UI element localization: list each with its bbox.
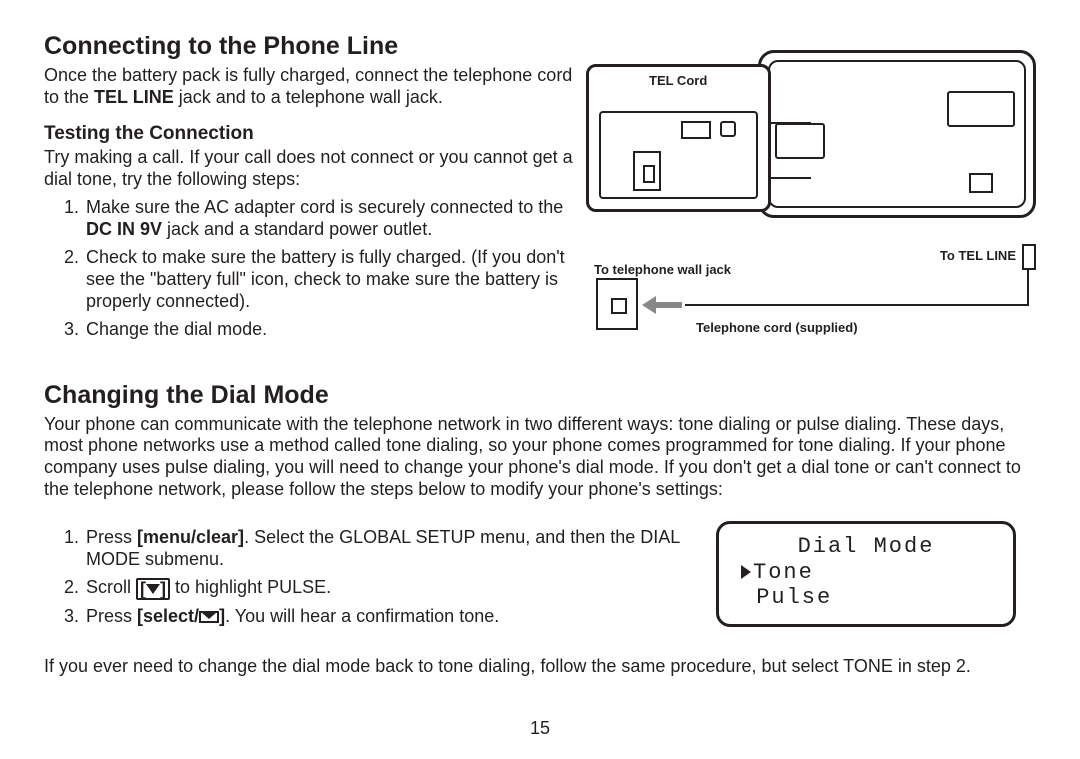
cord-segment-2 — [685, 304, 1029, 306]
lcd-display: Dial Mode Tone Pulse — [716, 521, 1016, 627]
callout-panel — [599, 111, 758, 199]
step1-bold: DC IN 9V — [86, 219, 162, 239]
cord-segment-1 — [1027, 270, 1029, 304]
dstep3-bold: [select/] — [137, 606, 225, 626]
dial-step-1: Press [menu/clear]. Select the GLOBAL SE… — [84, 527, 686, 571]
lcd-text-tone: Tone — [753, 560, 814, 585]
dial-mode-intro: Your phone can communicate with the tele… — [44, 414, 1036, 502]
dstep2-b: to highlight PULSE. — [170, 577, 331, 597]
tel-line-port-icon — [1022, 244, 1036, 270]
intro-paragraph: Once the battery pack is fully charged, … — [44, 65, 574, 109]
base-detail-1 — [775, 123, 825, 159]
phone-base-outline — [758, 50, 1036, 218]
lcd-text-pulse: Pulse — [756, 585, 832, 610]
testing-step-2: Check to make sure the battery is fully … — [84, 247, 574, 313]
intro-text-b: jack and to a telephone wall jack. — [174, 87, 443, 107]
testing-intro: Try making a call. If your call does not… — [44, 147, 574, 191]
step1-text-b: jack and a standard power outlet. — [162, 219, 432, 239]
base-jack — [969, 173, 993, 193]
lcd-line-2: Tone — [733, 560, 999, 585]
dstep3-a: Press — [86, 606, 137, 626]
selection-triangle-icon — [741, 565, 751, 579]
testing-step-1: Make sure the AC adapter cord is securel… — [84, 197, 574, 241]
callout-detail-2 — [720, 121, 736, 137]
label-to-tel-line: To TEL LINE — [940, 248, 1016, 263]
callout-box: TEL Cord — [586, 64, 771, 212]
step1-text-a: Make sure the AC adapter cord is securel… — [86, 197, 563, 217]
connection-diagram: TEL Cord To TEL LINE Telephone cord (sup… — [586, 32, 1036, 332]
page-number: 15 — [0, 718, 1080, 739]
dial-step-2: Scroll [] to highlight PULSE. — [84, 577, 686, 600]
dstep1-bold: [menu/clear] — [137, 527, 244, 547]
label-to-wall-jack: To telephone wall jack — [594, 262, 731, 277]
callout-detail-1 — [681, 121, 711, 139]
heading-dial-mode: Changing the Dial Mode — [44, 381, 1036, 410]
label-cord-supplied: Telephone cord (supplied) — [696, 320, 858, 335]
callout-jack — [633, 151, 661, 191]
wall-jack-icon — [596, 278, 638, 330]
dial-step-3: Press [select/]. You will hear a confirm… — [84, 606, 686, 628]
arrow-shaft — [654, 302, 682, 308]
envelope-icon — [199, 611, 219, 623]
down-key-icon: [] — [136, 578, 170, 600]
lcd-line-1: Dial Mode — [733, 534, 999, 559]
dial-mode-steps-list: Press [menu/clear]. Select the GLOBAL SE… — [44, 527, 686, 628]
subheading-testing: Testing the Connection — [44, 123, 574, 145]
dstep1-a: Press — [86, 527, 137, 547]
base-detail-2 — [947, 91, 1015, 127]
dstep2-a: Scroll — [86, 577, 136, 597]
testing-steps-list: Make sure the AC adapter cord is securel… — [44, 197, 574, 341]
dstep3-b: . You will hear a confirmation tone. — [225, 606, 499, 626]
heading-connecting: Connecting to the Phone Line — [44, 32, 574, 61]
label-tel-cord: TEL Cord — [649, 73, 707, 88]
intro-bold: TEL LINE — [94, 87, 174, 107]
dial-mode-note: If you ever need to change the dial mode… — [44, 656, 1036, 678]
lcd-line-3: Pulse — [733, 585, 999, 610]
callout-lead-2 — [771, 177, 811, 179]
callout-lead-1 — [771, 122, 811, 124]
testing-step-3: Change the dial mode. — [84, 319, 574, 341]
